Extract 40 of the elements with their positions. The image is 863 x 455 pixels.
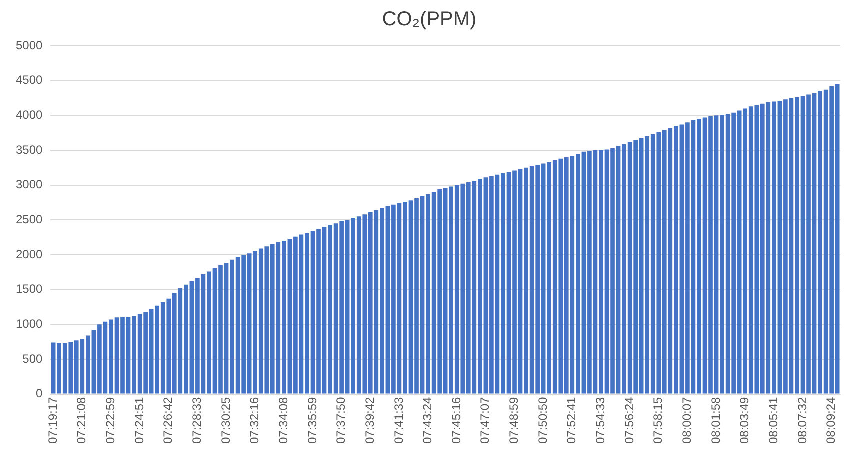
- x-tick-label: 07:45:16: [449, 396, 464, 444]
- x-tick-label: 07:52:41: [564, 396, 579, 444]
- x-tick-label: 07:28:33: [190, 396, 204, 444]
- y-tick-label: 3000: [16, 178, 44, 192]
- x-tick-label: 08:07:32: [795, 396, 810, 444]
- x-tick-label: 07:34:08: [276, 396, 290, 444]
- x-tick-label: 07:37:50: [334, 396, 348, 444]
- x-tick-label: 07:56:24: [622, 396, 636, 444]
- y-tick-label: 0: [36, 386, 44, 401]
- x-tick-label: 07:58:15: [651, 396, 666, 444]
- y-tick-label: 1500: [16, 282, 44, 296]
- y-tick-label: 4500: [16, 73, 44, 88]
- x-tick-label: 07:41:33: [392, 396, 406, 444]
- y-tick-label: 2500: [16, 212, 44, 226]
- y-tick-label: 5000: [16, 38, 44, 52]
- x-tick-label: 07:21:08: [74, 396, 89, 444]
- y-tick-label: 500: [22, 352, 44, 366]
- x-tick-label: 07:50:50: [536, 396, 550, 444]
- y-tick-label: 1000: [16, 316, 44, 331]
- x-tick-label: 07:32:16: [248, 396, 262, 444]
- x-tick-label: 07:47:07: [478, 396, 492, 444]
- x-tick-label: 08:09:24: [824, 396, 838, 444]
- y-tick-label: 3500: [16, 142, 44, 157]
- x-tick-label: 08:00:07: [680, 396, 694, 444]
- x-tick-label: 07:26:42: [161, 396, 176, 444]
- y-tick-label: 2000: [16, 247, 44, 262]
- y-tick-label: 4000: [16, 108, 44, 122]
- x-tick-label: 08:03:49: [738, 396, 752, 444]
- x-tick-label: 08:05:41: [766, 396, 780, 444]
- x-tick-label: 07:19:17: [46, 396, 60, 444]
- x-tick-label: 08:01:58: [708, 396, 723, 444]
- x-tick-label: 07:48:59: [507, 396, 522, 444]
- x-tick-label: 07:43:24: [420, 396, 435, 444]
- chart-title: CO₂(PPM): [382, 8, 477, 31]
- x-tick-label: 07:24:51: [132, 396, 146, 444]
- x-tick-label: 07:39:42: [362, 396, 377, 444]
- x-tick-label: 07:30:25: [218, 396, 233, 444]
- x-tick-label: 07:22:59: [104, 396, 118, 444]
- x-tick-label: 07:54:33: [594, 396, 608, 444]
- x-tick-label: 07:35:59: [305, 396, 320, 444]
